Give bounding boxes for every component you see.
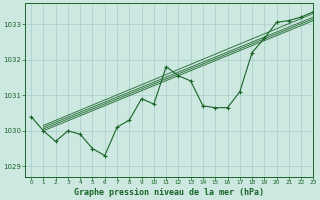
X-axis label: Graphe pression niveau de la mer (hPa): Graphe pression niveau de la mer (hPa) [74, 188, 264, 197]
